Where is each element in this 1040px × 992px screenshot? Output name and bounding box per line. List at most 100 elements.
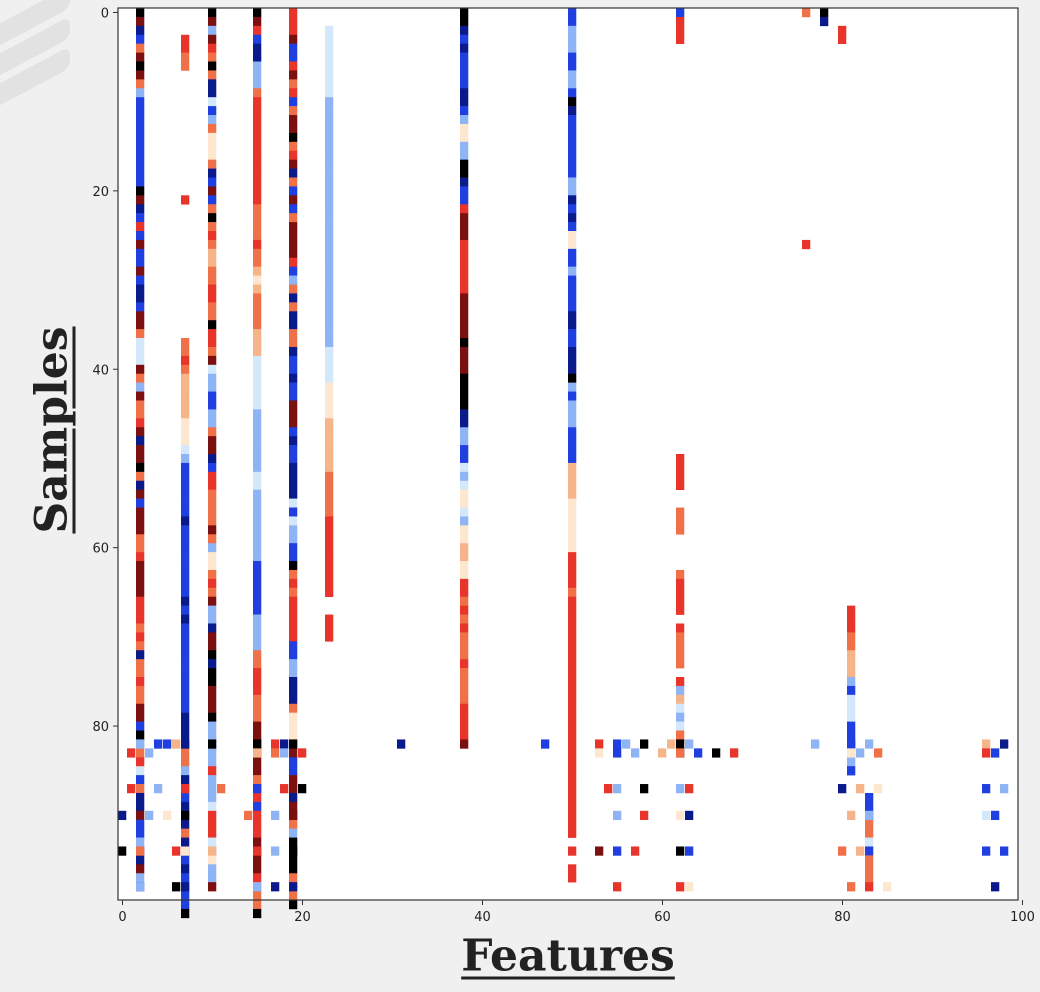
heatmap-cell [460,489,469,499]
heatmap-cell [676,525,685,535]
heatmap-cell [289,257,298,267]
heatmap-cell [676,578,685,589]
heatmap-cell [136,694,145,705]
heatmap-cell [325,239,334,250]
heatmap-cell [676,685,685,696]
heatmap-cell [154,739,163,749]
heatmap-cell [181,614,190,624]
heatmap-cell [460,248,469,259]
heatmap-cell [325,257,334,267]
x-tick-label: 100 [1010,910,1035,925]
heatmap-cell [325,231,334,241]
heatmap-cell [460,462,469,473]
heatmap-cell [163,739,172,749]
heatmap-cell [136,677,145,687]
heatmap-cell [181,195,190,205]
heatmap-cell [136,8,145,18]
heatmap-cell [271,739,280,749]
heatmap-cell [289,730,298,740]
heatmap-cell [136,873,145,883]
heatmap-cell [253,106,262,116]
heatmap-cell [208,311,217,321]
heatmap-cell [181,784,190,794]
heatmap-cell [181,810,190,821]
heatmap-cell [208,150,217,160]
heatmap-cell [208,186,217,196]
heatmap-cell [181,766,190,776]
heatmap-cell [271,748,280,758]
heatmap-cell [136,792,145,803]
heatmap-cell [253,712,262,722]
heatmap-cell [568,561,577,571]
heatmap-cell [136,766,145,776]
heatmap-cell [847,668,856,678]
heatmap-cell [325,587,334,598]
heatmap-cell [847,641,856,651]
heatmap-cell [253,561,262,571]
x-tick-label: 0 [118,910,126,925]
heatmap-cell [253,694,262,705]
heatmap-cell [253,882,262,892]
heatmap-cell [289,543,298,553]
heatmap-cell [208,784,217,794]
heatmap-cell [568,213,577,223]
heatmap-cell [460,409,469,419]
heatmap-cell [181,400,190,410]
heatmap-cell [883,882,892,892]
heatmap-cell [568,436,577,446]
heatmap-cell [253,641,262,651]
heatmap-cell [253,311,262,321]
heatmap-cell [289,168,298,178]
heatmap-cell [289,632,298,642]
heatmap-cell [1000,739,1009,749]
heatmap-cell [289,677,298,687]
heatmap-cell [568,418,577,428]
heatmap-cell [136,115,145,125]
heatmap-cell [460,70,469,80]
heatmap-cell [289,525,298,535]
heatmap-cell [460,52,469,62]
heatmap-cell [568,623,577,633]
heatmap-cell [208,516,217,526]
heatmap-cell [568,775,577,785]
heatmap-cell [253,293,262,303]
heatmap-cell [460,25,469,36]
heatmap-cell [181,668,190,678]
heatmap-cell [847,677,856,687]
heatmap-cell [181,596,190,606]
heatmap-cell [253,177,262,187]
heatmap-cell [289,454,298,464]
heatmap-cell [982,810,991,821]
heatmap-cell [253,123,262,134]
heatmap-cell [208,757,217,767]
heatmap-cell [181,489,190,499]
heatmap-cell [253,757,262,767]
heatmap-cell [181,792,190,803]
heatmap-cell [181,837,190,847]
heatmap-cell [289,561,298,571]
heatmap-cell [568,302,577,312]
heatmap-cell [568,106,577,116]
heatmap-cell [208,703,217,713]
heatmap-cell [253,846,262,856]
heatmap-cell [253,462,262,473]
heatmap-cell [289,569,298,580]
heatmap-cell [289,222,298,232]
heatmap-cell [568,427,577,437]
heatmap-cell [289,534,298,544]
heatmap-cell [289,748,298,758]
heatmap-cell [568,873,577,883]
heatmap-cell [568,132,577,143]
heatmap-cell [568,641,577,651]
heatmap-cell [847,659,856,669]
heatmap-cell [253,436,262,446]
heatmap-cell [676,462,685,473]
heatmap-cell [847,685,856,696]
heatmap-cell [208,596,217,606]
heatmap-cell [253,784,262,794]
heatmap-cell [181,507,190,517]
heatmap-cell [325,355,334,366]
heatmap-cell [460,302,469,312]
heatmap-cell [568,712,577,722]
heatmap-cell [181,543,190,553]
